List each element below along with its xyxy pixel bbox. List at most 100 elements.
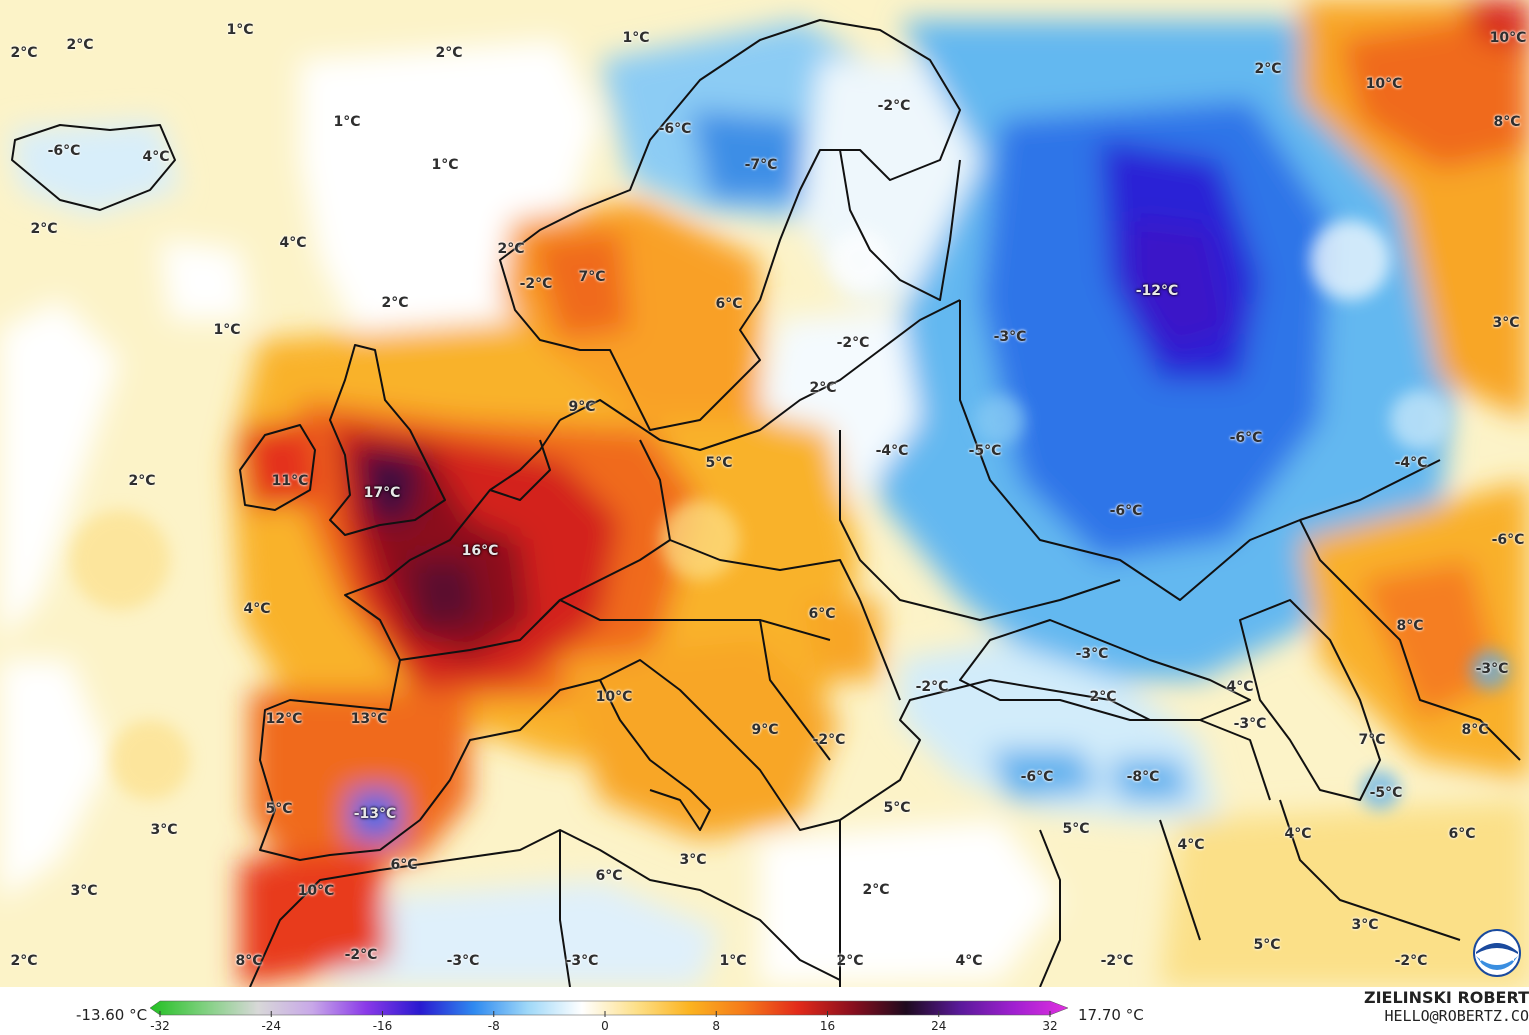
coastlines-and-borders [11,19,1521,987]
temperature-label: 1°C [226,22,254,38]
temperature-label: 9°C [751,722,779,738]
color-scale-bar [150,1000,1069,1017]
temperature-field [0,0,1529,987]
temperature-label: 4°C [142,149,170,165]
temperature-label: 3°C [679,852,707,868]
scale-tick-label: -8 [487,1019,500,1033]
temperature-label: -4°C [875,443,909,459]
temperature-label: 8°C [1493,114,1521,130]
temperature-label: -8°C [1126,769,1160,785]
temperature-label: -13°C [353,806,397,822]
temperature-label: 5°C [1253,937,1281,953]
color-scale-gradient [150,1000,1069,1016]
temperature-label: 1°C [213,322,241,338]
temperature-label: 4°C [1284,826,1312,842]
legend-max-value: 17.70 °C [1078,1006,1144,1024]
temperature-label: 2°C [497,241,525,257]
temperature-label: -5°C [968,443,1002,459]
temperature-label: 13°C [350,711,388,727]
scale-tick-label: -32 [150,1019,170,1033]
temperature-label: 10°C [595,689,633,705]
temperature-label: -6°C [1020,769,1054,785]
temperature-label: 5°C [705,455,733,471]
temperature-label: 2°C [435,45,463,61]
temperature-label: 3°C [1351,917,1379,933]
scale-tick-label: 8 [712,1019,721,1033]
scale-tick-label: 32 [1042,1019,1058,1033]
temperature-label: -6°C [1229,430,1263,446]
temperature-label: -3°C [1233,716,1267,732]
scale-tick-marks [159,1011,1051,1017]
author-name: ZIELINSKI ROBERT [1363,988,1529,1007]
temperature-label: -6°C [47,143,81,159]
temperature-label: 8°C [1396,618,1424,634]
temperature-label: 9°C [568,399,596,415]
temperature-label: 3°C [150,822,178,838]
temperature-label: 2°C [10,953,38,969]
temperature-label: -2°C [1100,953,1134,969]
temperature-label: 2°C [836,953,864,969]
speckle-texture [70,220,1510,810]
temperature-label: 8°C [1461,722,1489,738]
temperature-label: 4°C [243,601,271,617]
temperature-label: 6°C [1448,826,1476,842]
temperature-label: 3°C [70,883,98,899]
temperature-label: -3°C [565,953,599,969]
temperature-label: 6°C [595,868,623,884]
temperature-label: 7°C [1358,732,1386,748]
temperature-label: -2°C [877,98,911,114]
temperature-label: 10°C [1365,76,1403,92]
temperature-label: -5°C [1369,785,1403,801]
temperature-label: 5°C [1062,821,1090,837]
temperature-label: -2°C [519,276,553,292]
temperature-label: 1°C [622,30,650,46]
temperature-label: -2°C [836,335,870,351]
scale-tick-label: -24 [261,1019,282,1033]
temperature-label: -3°C [446,953,480,969]
temperature-label: -4°C [1394,455,1428,471]
scale-tick-label: 16 [819,1019,836,1033]
temperature-label: 1°C [719,953,747,969]
temperature-label: 4°C [1177,837,1205,853]
temperature-label: -6°C [1109,503,1143,519]
temperature-label: 5°C [883,800,911,816]
temperature-label: -3°C [993,329,1027,345]
temperature-label: -6°C [1491,532,1525,548]
temperature-label: 1°C [333,114,361,130]
scale-tick-label: -16 [372,1019,393,1033]
temperature-label: -3°C [1075,646,1109,662]
temperature-label: 2°C [128,473,156,489]
temperature-label: -6°C [658,121,692,137]
temperature-label: -2°C [344,947,378,963]
temperature-label: 2°C [381,295,409,311]
temperature-label: 2°C [30,221,58,237]
temperature-label: 10°C [1489,30,1527,46]
temperature-label: 6°C [715,296,743,312]
temperature-label: 2°C [66,37,94,53]
temperature-label: 2°C [1089,689,1117,705]
temperature-label: 11°C [271,473,309,489]
temperature-label: 12°C [265,711,303,727]
temperature-label: 4°C [1226,679,1254,695]
temperature-label: -12°C [1135,283,1179,299]
noaa-logo [1473,929,1521,977]
temperature-label: 4°C [279,235,307,251]
temperature-label: 7°C [578,269,606,285]
temperature-label: 6°C [390,857,418,873]
temperature-label: 2°C [10,45,38,61]
temperature-label: 5°C [265,801,293,817]
temperature-label: 16°C [461,543,499,559]
temperature-label: -3°C [1475,661,1509,677]
temperature-label: 2°C [1254,61,1282,77]
temperature-label: 8°C [235,953,263,969]
scale-tick-label: 24 [931,1019,947,1033]
temperature-label: 2°C [809,380,837,396]
scale-tick-label: 0 [601,1019,609,1033]
temperature-label: -2°C [812,732,846,748]
temperature-label: -2°C [915,679,949,695]
temperature-label: 17°C [363,485,401,501]
temperature-label: 4°C [955,953,983,969]
temperature-label: 3°C [1492,315,1520,331]
author-email: HELLO@ROBERTZ.CO [1384,1007,1529,1025]
temperature-anomaly-map [0,0,1529,987]
